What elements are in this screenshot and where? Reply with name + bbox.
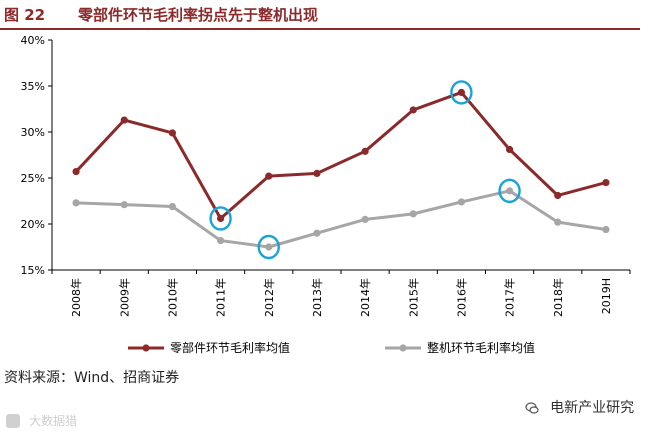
highlight-circle — [209, 206, 232, 231]
series-line-2 — [76, 189, 607, 249]
series-line-1 — [74, 90, 607, 220]
data-point-2 — [457, 198, 466, 206]
x-tick-label: 2013年 — [310, 278, 324, 317]
y-tick-label: 15% — [21, 264, 45, 277]
data-point-2 — [168, 202, 177, 211]
data-point-1 — [72, 167, 80, 176]
data-point-2 — [602, 225, 610, 234]
margin-line-chart: 15% 20% 25% 30% 35% 40% 2008年 2009年 2010年 2011年 20… — [21, 34, 631, 355]
wechat-label: 电新产业研究 — [550, 399, 635, 416]
x-tick-label: 2011年 — [214, 278, 228, 317]
y-tick-label: 35% — [21, 80, 45, 93]
data-point-2 — [216, 236, 225, 245]
wechat-icon — [525, 400, 539, 414]
y-tick-label: 30% — [21, 126, 45, 139]
data-point-2 — [554, 218, 562, 226]
data-point-2 — [72, 199, 80, 207]
data-point-2 — [120, 201, 128, 209]
data-point-2 — [361, 215, 369, 223]
data-point-1 — [602, 179, 610, 187]
figure-number: 图 22 — [4, 6, 46, 24]
data-point-1 — [313, 169, 321, 177]
data-point-2 — [313, 229, 321, 237]
figure-header: 图 22 零部件环节毛利率拐点先于整机出现 — [0, 0, 640, 30]
highlight-circle — [450, 80, 473, 105]
source-note: 资料来源：Wind、招商证券 — [4, 370, 180, 386]
data-point-1 — [168, 129, 177, 137]
y-tick-label: 20% — [21, 218, 45, 231]
y-tick-label: 25% — [21, 172, 45, 185]
x-tick-label: 2016年 — [454, 278, 468, 317]
x-tick-label: 2015年 — [406, 278, 420, 317]
x-tick-label: 2009年 — [117, 278, 131, 317]
x-tick-label: 2008年 — [69, 278, 83, 317]
data-point-1 — [554, 191, 562, 200]
y-tick-label: 40% — [21, 34, 45, 47]
data-point-1 — [265, 172, 273, 180]
highlight-circle — [257, 234, 280, 260]
data-point-2 — [265, 243, 273, 251]
x-tick-label: 2017年 — [503, 278, 517, 317]
data-point-2 — [505, 187, 514, 195]
data-point-1 — [216, 214, 225, 223]
x-tick-label: 2012年 — [262, 278, 276, 317]
watermark: 大数据猎 — [6, 410, 77, 428]
legend-marker-1 — [142, 344, 150, 352]
x-tick-label: 2014年 — [358, 278, 372, 317]
watermark-text: 大数据猎 — [29, 414, 78, 428]
highlight-circle — [498, 178, 521, 204]
x-tick-label: 2010年 — [165, 278, 179, 317]
data-point-1 — [505, 145, 514, 154]
legend-label-1: 零部件环节毛利率均值 — [170, 340, 290, 355]
figure-title: 零部件环节毛利率拐点先于整机出现 — [78, 6, 319, 24]
x-tick-label: 2018年 — [551, 278, 565, 317]
badge-icon — [6, 413, 20, 428]
data-point-1 — [457, 88, 466, 97]
data-point-1 — [361, 147, 369, 155]
data-point-1 — [409, 106, 417, 114]
data-point-1 — [120, 116, 128, 124]
legend-marker-2 — [399, 344, 407, 352]
data-point-2 — [409, 210, 417, 218]
x-tick-label: 2019H — [600, 278, 613, 314]
wechat-account: 电新产业研究 — [525, 396, 655, 416]
legend-label-2: 整机环节毛利率均值 — [427, 340, 535, 355]
